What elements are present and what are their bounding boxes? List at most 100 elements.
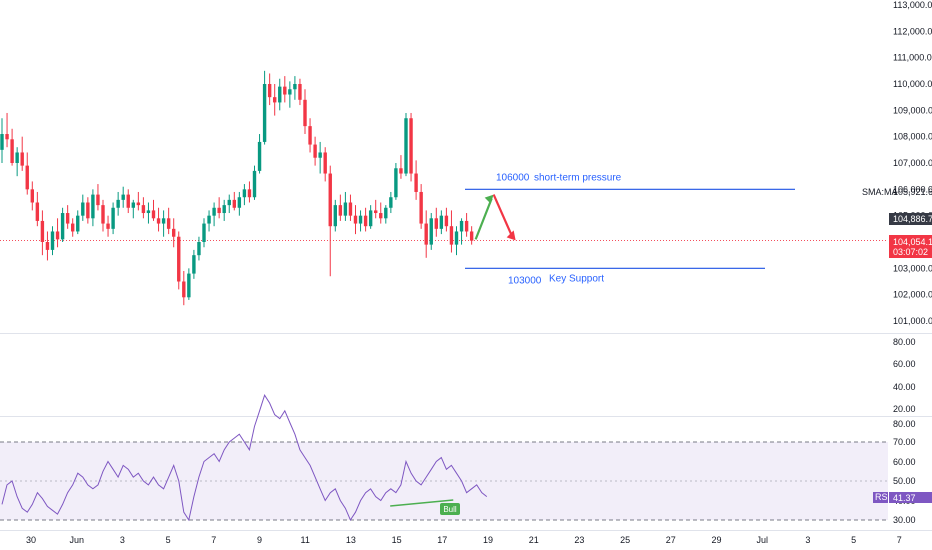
sma-value: 105,921.62 bbox=[893, 187, 932, 197]
indicator-tick-label: 40.00 bbox=[893, 382, 916, 392]
candle-body bbox=[424, 223, 428, 245]
current-price-countdown: 03:07:02 bbox=[893, 247, 928, 257]
candle-body bbox=[469, 231, 474, 241]
time-axis[interactable]: 30 Jun 3 5 7 9 11 13 15 17 19 21 23 25 27 29 Jul 3 5 7 bbox=[26, 535, 902, 545]
candle-body bbox=[273, 97, 277, 103]
candle-body bbox=[328, 173, 332, 227]
candle-body bbox=[288, 89, 292, 95]
time-tick-label: 17 bbox=[437, 535, 447, 545]
candle-body bbox=[111, 207, 115, 229]
price-tick-label: 103,000.00 bbox=[893, 263, 932, 273]
candle-body bbox=[368, 210, 373, 227]
price-tick-label: 106,000.00 bbox=[893, 184, 932, 194]
candle-body bbox=[76, 215, 80, 232]
candle-body bbox=[55, 231, 60, 240]
candle-body bbox=[338, 205, 343, 216]
rsi-label: RSI bbox=[875, 492, 890, 502]
candle-body bbox=[126, 194, 130, 208]
candle-body bbox=[166, 218, 171, 229]
candle-body bbox=[192, 255, 196, 274]
rsi-line bbox=[1, 394, 488, 522]
candle-body bbox=[283, 86, 287, 95]
candle-body bbox=[25, 165, 29, 190]
candle-body bbox=[394, 168, 398, 198]
candle-body bbox=[161, 218, 166, 224]
candle-body bbox=[96, 194, 100, 206]
candle-body bbox=[156, 218, 161, 224]
time-tick-label: 29 bbox=[711, 535, 721, 545]
time-tick-label: 21 bbox=[529, 535, 539, 545]
candle-body bbox=[399, 168, 403, 174]
time-tick-label: 5 bbox=[851, 535, 856, 545]
candle-body bbox=[414, 173, 418, 192]
candle-body bbox=[454, 231, 459, 245]
candle-body bbox=[409, 118, 413, 174]
candle-body bbox=[404, 118, 408, 174]
price-tick-label: 112,000.00 bbox=[893, 26, 932, 36]
indicator-tick-label: 60.00 bbox=[893, 457, 916, 467]
candle-body bbox=[358, 215, 363, 224]
rsi-label-bg bbox=[873, 492, 888, 503]
candle-body bbox=[323, 152, 327, 174]
candle-body bbox=[459, 220, 464, 232]
time-tick-label: 25 bbox=[620, 535, 630, 545]
candle-body bbox=[187, 273, 191, 298]
price-label-high: 104,886.78 bbox=[893, 214, 932, 224]
price-tick-label: 107,000.00 bbox=[893, 158, 932, 168]
candle-body bbox=[212, 207, 216, 216]
time-tick-label: 13 bbox=[346, 535, 356, 545]
candle-body bbox=[313, 144, 317, 158]
candle-body bbox=[86, 202, 90, 219]
indicator-tick-label: 80.00 bbox=[893, 419, 916, 429]
candle-body bbox=[267, 84, 272, 98]
time-tick-label: 7 bbox=[897, 535, 902, 545]
arrow-up-head bbox=[484, 194, 494, 204]
time-tick-label: 9 bbox=[257, 535, 262, 545]
candle-body bbox=[106, 223, 110, 229]
time-tick-label: 5 bbox=[166, 535, 171, 545]
candle-body bbox=[0, 134, 4, 150]
candle-body bbox=[348, 202, 353, 216]
indicator-tick-label: 70.00 bbox=[893, 437, 916, 447]
time-tick-label: 30 bbox=[26, 535, 36, 545]
current-price-label-bg bbox=[889, 235, 932, 258]
candle-body bbox=[50, 231, 55, 250]
candle-body bbox=[449, 226, 454, 245]
candle-body bbox=[197, 242, 201, 256]
bull-badge: Bull bbox=[440, 503, 460, 515]
candle-body bbox=[374, 210, 378, 214]
time-tick-label: 7 bbox=[211, 535, 216, 545]
price-tick-label: 108,000.00 bbox=[893, 132, 932, 142]
candle-body bbox=[15, 152, 19, 163]
time-tick-label: 19 bbox=[483, 535, 493, 545]
sma-label: SMA:MA bbox=[862, 187, 898, 197]
candle-body bbox=[242, 189, 247, 198]
candle-body bbox=[35, 202, 40, 221]
candle-body bbox=[308, 126, 312, 145]
time-tick-label: 3 bbox=[120, 535, 125, 545]
candle-body bbox=[141, 205, 146, 214]
price-axis[interactable]: 113,000.00 112,000.00 111,000.00 110,000.00… bbox=[893, 0, 932, 326]
candle-body bbox=[318, 152, 322, 158]
candle-body bbox=[237, 197, 242, 208]
price-pane[interactable] bbox=[0, 0, 888, 333]
price-label-high-bg bbox=[889, 213, 932, 225]
candle-body bbox=[45, 242, 50, 250]
candle-body bbox=[379, 213, 383, 219]
indicator-tick-label: 20.00 bbox=[893, 404, 916, 414]
candle-body bbox=[101, 205, 105, 224]
price-tick-label: 113,000.00 bbox=[893, 0, 932, 10]
time-tick-label: 15 bbox=[392, 535, 402, 545]
arrow-down-shaft bbox=[492, 194, 513, 236]
candle-body bbox=[429, 218, 433, 245]
candle-body bbox=[10, 139, 14, 163]
level-value: 106000 bbox=[496, 172, 530, 183]
candle-body bbox=[121, 194, 125, 200]
candle-body bbox=[5, 134, 9, 140]
candle-body bbox=[252, 170, 257, 198]
candle-body bbox=[65, 213, 70, 224]
candle-body bbox=[363, 215, 368, 227]
candle-body bbox=[384, 207, 388, 219]
candle-body bbox=[81, 202, 85, 216]
